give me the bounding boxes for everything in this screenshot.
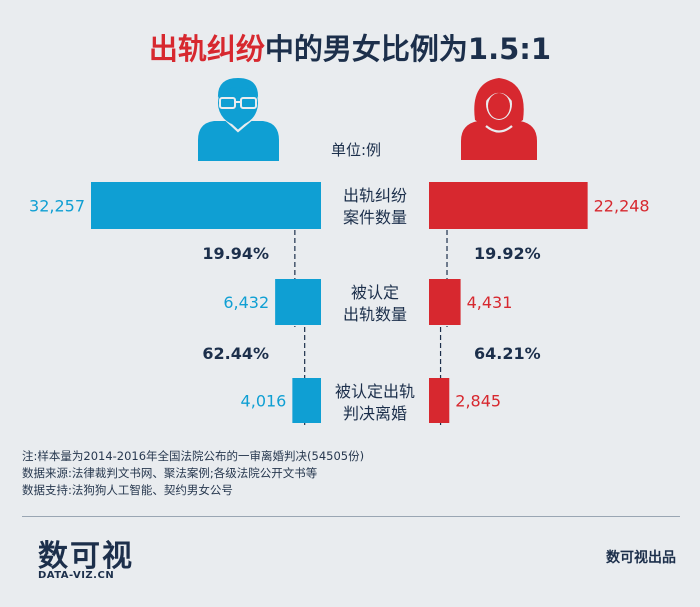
value-label-male: 4,016 [241,392,287,411]
bar-female [429,279,461,325]
value-label-male: 6,432 [223,293,269,312]
value-label-male: 32,257 [29,197,85,216]
category-label: 被认定出轨 [335,382,415,401]
category-label: 出轨数量 [343,305,407,324]
category-label: 判决离婚 [343,404,407,423]
divider [22,516,680,517]
bar-male [275,279,321,325]
value-label-female: 2,845 [455,392,501,411]
value-label-female: 4,431 [467,293,513,312]
note-source: 数据来源:法律裁判文书网、聚法案例;各级法院公开文书等 [22,466,318,480]
chart-title: 出轨纠纷中的男女比例为1.5:1 [0,26,700,68]
ratio-label-male: 62.44% [202,344,269,363]
bar-female [429,182,588,229]
value-label-female: 22,248 [594,197,650,216]
note-sample: 注:样本量为2014-2016年全国法院公布的一审离婚判决(54505份) [22,449,365,463]
note-support: 数据支持:法狗狗人工智能、契约男女公号 [22,483,233,497]
ratio-label-male: 19.94% [202,244,269,263]
logo-text: 数可视 [38,539,134,574]
ratio-label-female: 19.92% [474,244,541,263]
category-label: 被认定 [351,283,399,302]
category-label: 出轨纠纷 [343,186,407,205]
notes: 注:样本量为2014-2016年全国法院公布的一审离婚判决(54505份) 数据… [22,448,364,499]
category-label: 案件数量 [343,208,407,227]
title-highlight: 出轨纠纷 [148,32,265,66]
bars-layer [91,182,588,425]
producer-credit: 数可视出品 [606,550,676,566]
bar-male [91,182,321,229]
female-avatar-icon [461,78,537,160]
title-rest: 中的男女比例为1.5:1 [264,32,552,66]
logo-domain: DATA-VIZ.CN [38,570,115,581]
bar-female [429,378,450,423]
ratio-label-female: 64.21% [474,344,541,363]
bar-male [292,378,321,423]
male-avatar-icon [198,78,279,161]
unit-label: 单位:例 [331,141,382,159]
